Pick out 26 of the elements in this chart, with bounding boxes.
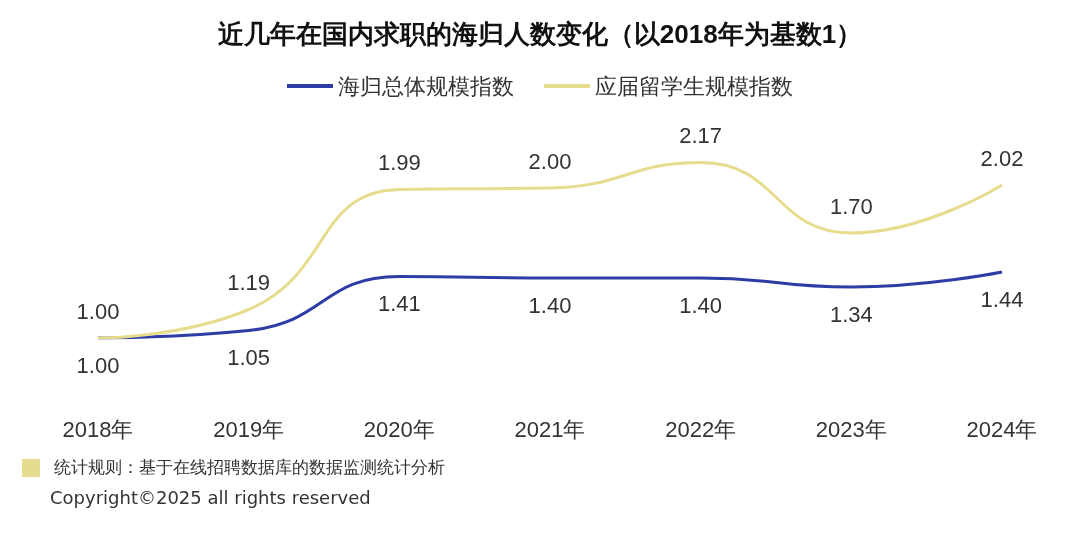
data-label: 1.00 (76, 298, 120, 324)
x-tick-label: 2021年 (514, 416, 586, 442)
text: 统计规则：基于在线招聘数据库的数据监测统计分析 (54, 456, 445, 479)
data-label: 2.02 (980, 145, 1024, 171)
data-label: 1.70 (829, 193, 873, 219)
legend-label: 应届留学生规模指数 (595, 73, 793, 99)
x-tick-label: 2023年 (815, 416, 887, 442)
data-label: 1.44 (980, 286, 1024, 312)
x-tick-label: 2018年 (62, 416, 134, 442)
data-label: 1.19 (227, 270, 271, 295)
x-tick-label: 2019年 (213, 416, 285, 442)
data-label: 1.99 (377, 150, 421, 175)
data-label: 1.40 (528, 292, 572, 318)
x-tick-label: 2020年 (363, 416, 435, 442)
x-tick-label: 2022年 (665, 416, 737, 442)
data-label: 2.00 (528, 148, 572, 174)
data-label: 1.40 (679, 292, 723, 318)
text: Copyright©2025 all rights reserved (50, 487, 371, 508)
legend-label: 海归总体规模指数 (338, 73, 514, 99)
x-tick-label: 2024年 (966, 416, 1038, 442)
data-label: 1.34 (829, 301, 873, 327)
chart-title: 近几年在国内求职的海归人数变化（以2018年为基数1） (217, 19, 863, 49)
data-label: 2.17 (679, 123, 723, 148)
data-label: 1.00 (76, 352, 120, 378)
data-label: 1.05 (227, 345, 271, 370)
data-label: 1.41 (377, 291, 421, 316)
